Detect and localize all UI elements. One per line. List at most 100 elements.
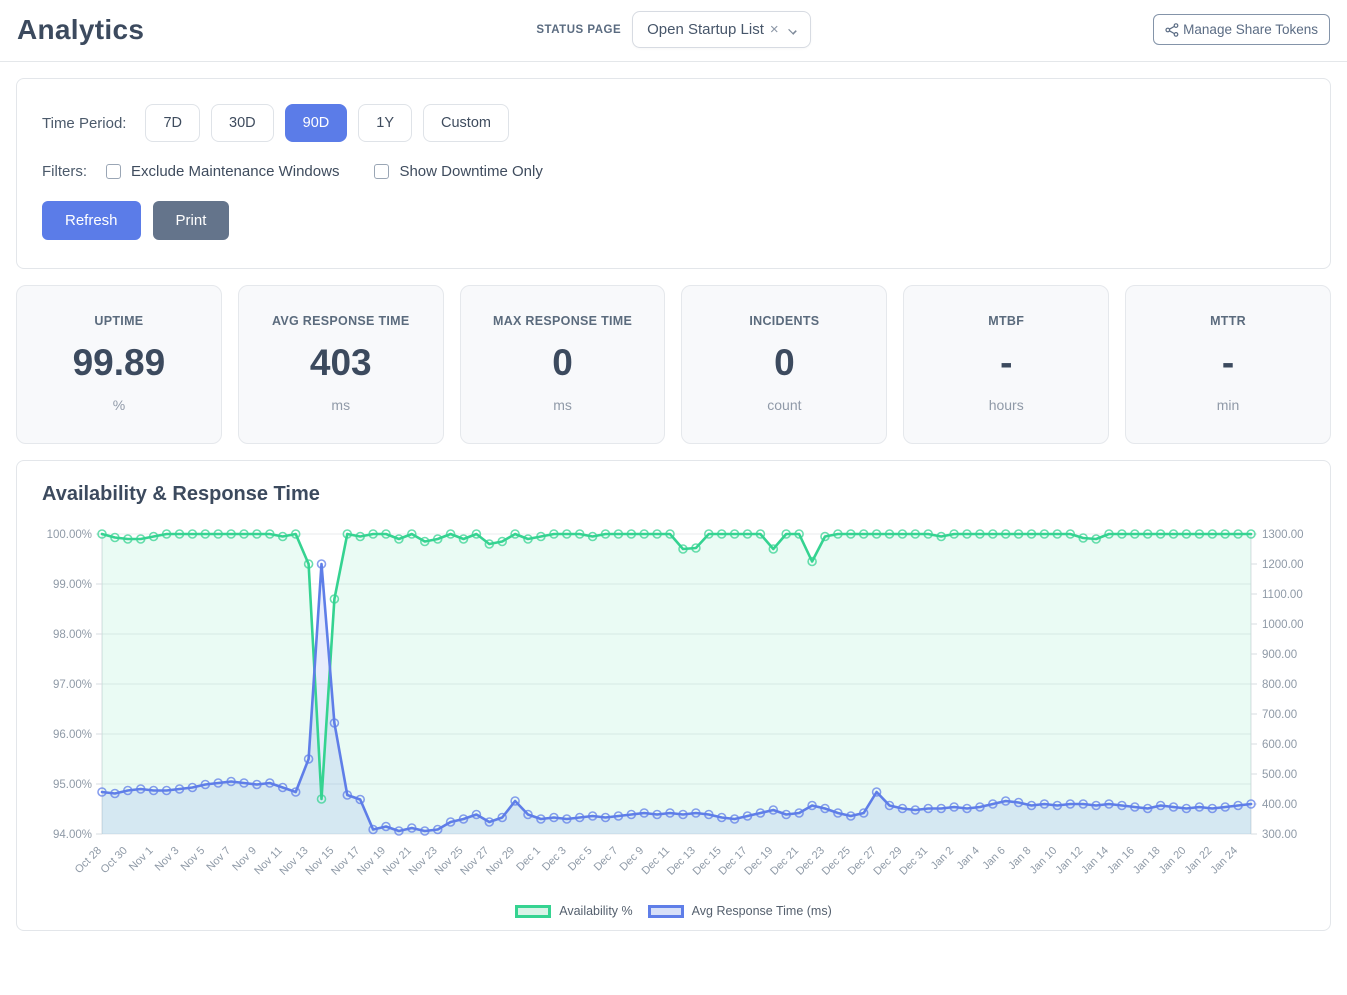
svg-text:100.00%: 100.00% (47, 529, 92, 541)
svg-text:99.00%: 99.00% (53, 579, 92, 591)
header: Analytics STATUS PAGE Open Startup List … (0, 0, 1347, 62)
share-icon (1165, 22, 1179, 37)
legend-item-response-time[interactable]: Avg Response Time (ms) (647, 904, 832, 918)
availability-response-chart[interactable]: 100.00% 99.00% 98.00% 97.00% 96.00% 95.00% 94.… (17, 512, 1330, 904)
stat-label: MAX RESPONSE TIME (492, 314, 633, 328)
stat-card-mttr: MTTR - min (1125, 285, 1331, 444)
svg-text:95.00%: 95.00% (53, 779, 92, 791)
svg-text:Dec 31: Dec 31 (897, 845, 930, 878)
stat-value: 0 (774, 342, 795, 383)
manage-share-tokens-button[interactable]: Manage Share Tokens (1153, 14, 1331, 45)
svg-text:Jan 14: Jan 14 (1079, 845, 1111, 877)
period-button-custom[interactable]: Custom (423, 104, 509, 142)
stat-value: 99.89 (72, 342, 166, 383)
svg-text:Jan 4: Jan 4 (954, 845, 982, 873)
stat-value: - (1221, 342, 1235, 383)
stat-unit: count (767, 397, 802, 413)
stat-label: UPTIME (94, 314, 144, 328)
stat-label: MTBF (988, 314, 1025, 328)
response-time-legend-swatch (647, 904, 684, 918)
filters-label: Filters: (42, 163, 87, 180)
show-downtime-checkbox[interactable] (374, 164, 390, 179)
stat-value: 403 (309, 342, 372, 383)
stat-label: MTTR (1210, 314, 1247, 328)
svg-text:400.00: 400.00 (1262, 799, 1297, 811)
period-button-1y[interactable]: 1Y (358, 104, 412, 142)
page-title: Analytics (17, 13, 145, 45)
svg-text:300.00: 300.00 (1262, 829, 1297, 841)
svg-text:1300.00: 1300.00 (1262, 529, 1304, 541)
svg-text:Jan 2: Jan 2 (929, 845, 957, 873)
svg-text:Nov 3: Nov 3 (153, 845, 182, 874)
stat-value: 0 (552, 342, 573, 383)
svg-text:96.00%: 96.00% (53, 729, 92, 741)
stat-card-incidents: INCIDENTS 0 count (681, 285, 888, 444)
legend-item-availability[interactable]: Availability % (515, 904, 633, 918)
stat-label: INCIDENTS (749, 314, 820, 328)
stats-row: UPTIME 99.89 % AVG RESPONSE TIME 403 ms … (16, 285, 1331, 444)
stat-card-avg-response: AVG RESPONSE TIME 403 ms (237, 285, 444, 444)
svg-text:600.00: 600.00 (1262, 739, 1297, 751)
svg-text:1100.00: 1100.00 (1262, 589, 1303, 601)
svg-text:Oct 28: Oct 28 (73, 845, 104, 876)
svg-text:Nov 5: Nov 5 (179, 845, 208, 874)
svg-text:1000.00: 1000.00 (1262, 619, 1304, 631)
svg-text:Nov 1: Nov 1 (127, 845, 156, 874)
svg-text:Jan 22: Jan 22 (1183, 845, 1215, 877)
controls-panel: Time Period: 7D 30D 90D 1Y Custom Filter… (16, 78, 1331, 269)
time-period-label: Time Period: (42, 114, 127, 132)
stat-value: - (1000, 342, 1013, 383)
svg-text:800.00: 800.00 (1262, 679, 1297, 691)
svg-text:Nov 7: Nov 7 (204, 845, 233, 874)
svg-text:Jan 16: Jan 16 (1105, 845, 1137, 877)
svg-text:97.00%: 97.00% (53, 679, 92, 691)
status-page-label: STATUS PAGE (536, 23, 622, 36)
chart-panel: Availability & Response Time 100.00% 99.0… (16, 460, 1331, 931)
stat-unit: min (1216, 397, 1240, 413)
response-time-legend-label: Avg Response Time (ms) (691, 904, 832, 918)
svg-text:94.00%: 94.00% (53, 829, 92, 841)
stat-card-max-response: MAX RESPONSE TIME 0 ms (459, 285, 666, 444)
availability-legend-swatch (515, 904, 552, 918)
chart-title: Availability & Response Time (42, 483, 320, 505)
print-button[interactable]: Print (152, 201, 230, 240)
svg-text:1200.00: 1200.00 (1262, 559, 1304, 571)
period-button-7d[interactable]: 7D (145, 104, 201, 142)
svg-text:Nov 29: Nov 29 (484, 845, 517, 878)
exclude-maintenance-label: Exclude Maintenance Windows (131, 163, 340, 180)
filter-show-downtime[interactable]: Show Downtime Only (374, 163, 543, 180)
filter-exclude-maintenance[interactable]: Exclude Maintenance Windows (106, 163, 339, 180)
svg-text:98.00%: 98.00% (53, 629, 92, 641)
svg-text:Jan 10: Jan 10 (1028, 845, 1060, 877)
refresh-button[interactable]: Refresh (42, 201, 141, 240)
stat-label: AVG RESPONSE TIME (271, 314, 410, 328)
show-downtime-label: Show Downtime Only (399, 163, 543, 180)
exclude-maintenance-checkbox[interactable] (106, 164, 121, 179)
svg-text:Jan 6: Jan 6 (980, 845, 1008, 873)
stat-unit: ms (553, 397, 572, 413)
svg-text:700.00: 700.00 (1262, 709, 1297, 721)
period-button-90d[interactable]: 90D (284, 104, 348, 142)
stat-card-uptime: UPTIME 99.89 % (16, 285, 222, 444)
status-page-selected-value: Open Startup List (647, 21, 764, 38)
svg-text:Dec 3: Dec 3 (540, 845, 569, 874)
stat-unit: hours (988, 397, 1024, 413)
svg-text:Dec 1: Dec 1 (514, 845, 543, 874)
status-page-select[interactable]: Open Startup List × (632, 11, 811, 48)
svg-text:Jan 12: Jan 12 (1053, 845, 1085, 877)
svg-text:Jan 20: Jan 20 (1157, 845, 1189, 877)
period-button-30d[interactable]: 30D (211, 104, 274, 142)
svg-text:Jan 24: Jan 24 (1208, 845, 1240, 877)
availability-legend-label: Availability % (559, 904, 633, 918)
svg-text:500.00: 500.00 (1262, 769, 1297, 781)
svg-text:Dec 5: Dec 5 (566, 845, 595, 874)
stat-card-mtbf: MTBF - hours (903, 285, 1110, 444)
manage-share-tokens-label: Manage Share Tokens (1183, 22, 1319, 37)
svg-text:Jan 18: Jan 18 (1131, 845, 1163, 877)
chart-legend: Availability % Avg Response Time (ms) (17, 904, 1330, 918)
svg-text:Dec 7: Dec 7 (592, 845, 621, 874)
stat-unit: ms (331, 397, 351, 413)
chevron-down-icon[interactable] (787, 26, 798, 33)
svg-text:900.00: 900.00 (1262, 649, 1297, 661)
clear-selection-icon[interactable]: × (769, 21, 779, 38)
